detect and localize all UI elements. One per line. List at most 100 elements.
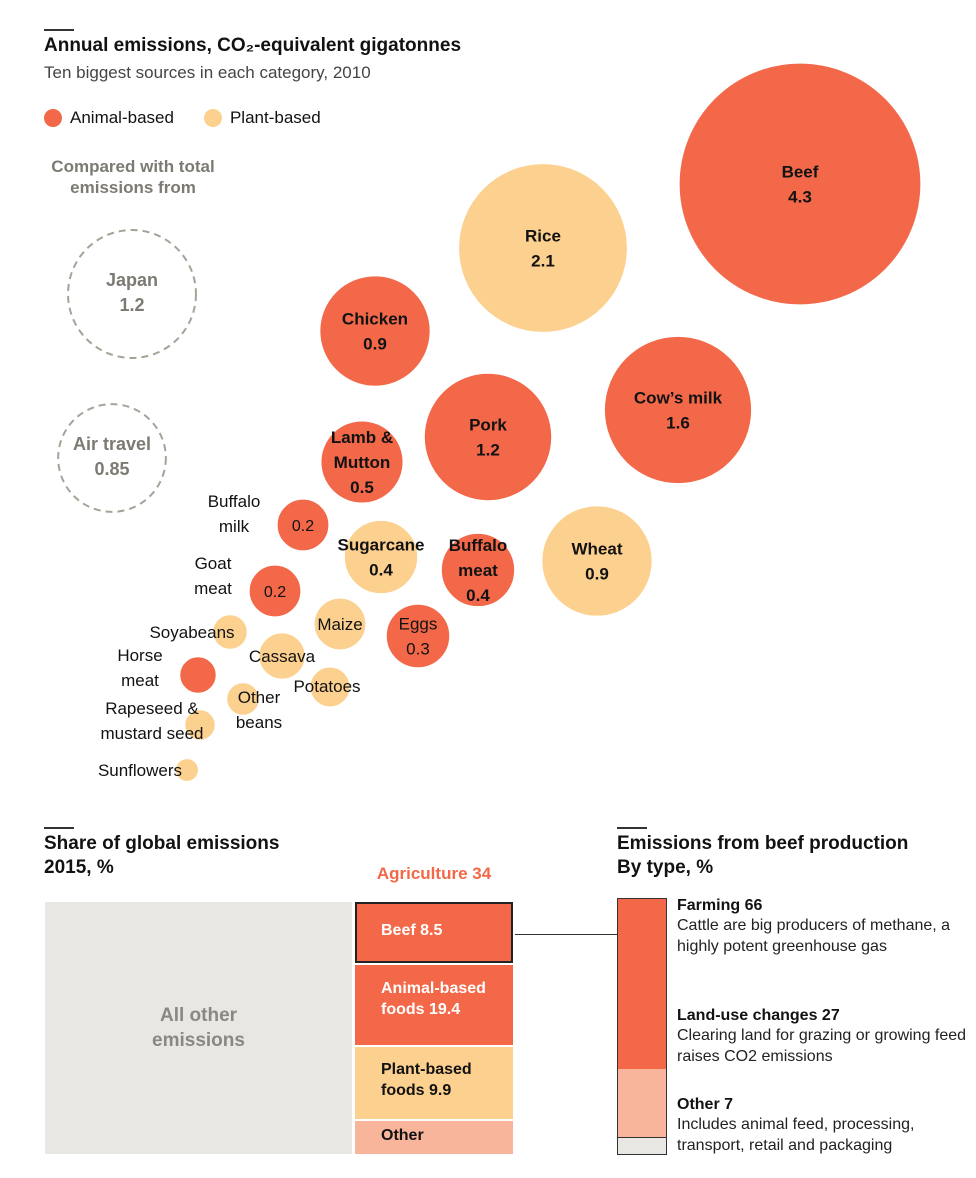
bubble-label-buffalo-milk: milk: [219, 517, 250, 536]
bubble-label-lamb-mutton: Lamb &: [331, 428, 393, 447]
agriculture-label: Agriculture 34: [376, 864, 492, 883]
bubble-cow-s-milk: [603, 335, 753, 485]
bubble-label-goat-meat: Goat: [195, 554, 232, 573]
comparison-title: Compared with total emissions from: [51, 157, 215, 197]
beef-rule: [617, 827, 647, 829]
bar-other: [618, 1069, 666, 1138]
bubble-value-buffalo-milk: 0.2: [292, 518, 314, 535]
bubble-label-horse-meat: meat: [121, 671, 159, 690]
other-beef-text: Includes animal feed, processing, transp…: [677, 1116, 915, 1154]
bubble-label-rice: Rice: [525, 227, 561, 246]
bubble-value-lamb-mutton: 0.5: [350, 478, 374, 497]
bubble-goat-meat: [248, 564, 302, 618]
bubble-label-other-beans: beans: [236, 713, 282, 732]
bubble-label-beef: Beef: [782, 163, 819, 182]
bubble-label-rapeseed-mustard-seed: mustard seed: [101, 724, 204, 743]
comparison-value-japan: 1.2: [119, 295, 144, 315]
share-rule: [44, 827, 74, 829]
bubble-value-beef: 4.3: [788, 188, 812, 207]
bubble-cassava: [257, 631, 307, 681]
animal-foods-label: Animal-based foods 19.4: [381, 980, 486, 1018]
bubble-value-goat-meat: 0.2: [264, 584, 286, 601]
bubble-wheat: [540, 504, 654, 618]
bar-farming: [618, 899, 666, 1069]
share-title: Share of global emissions: [44, 833, 280, 854]
bubble-label-eggs: Eggs: [399, 615, 438, 634]
beef-subtitle: By type, %: [617, 857, 714, 878]
bubble-buffalo-meat: [440, 532, 516, 608]
bubble-label-cassava: Cassava: [249, 647, 316, 666]
beef-title: Emissions from beef production: [617, 833, 909, 854]
header-rule: [44, 29, 74, 31]
bubble-label-lamb-mutton: Mutton: [334, 453, 391, 472]
bubble-label-soyabeans: Soyabeans: [149, 623, 234, 642]
share-subtitle: 2015, %: [44, 857, 114, 878]
comparison-label-air-travel: Air travel: [73, 434, 151, 454]
bubble-label-other-beans: Other: [238, 688, 281, 707]
legend-animal-label: Animal-based: [70, 108, 174, 127]
connector-line: [515, 934, 617, 935]
bubble-lamb-mutton: [319, 419, 405, 505]
bubble-beef: [678, 62, 922, 306]
plant-foods-block: Plant-based foods 9.9: [355, 1047, 513, 1119]
other-agri-block: Other: [355, 1121, 513, 1154]
chart-subtitle: Ten biggest sources in each category, 20…: [44, 63, 371, 82]
bubble-label-rapeseed-mustard-seed: Rapeseed &: [105, 699, 199, 718]
bubble-label-buffalo-milk: Buffalo: [208, 492, 261, 511]
comparison-circle-japan: [67, 229, 197, 359]
bubble-maize: [313, 597, 367, 651]
bubble-label-buffalo-meat: Buffalo: [449, 536, 508, 555]
bubble-soyabeans: [211, 613, 249, 651]
bubble-value-pork: 1.2: [476, 441, 500, 460]
bubble-value-sugarcane: 0.4: [369, 561, 393, 580]
bubble-value-buffalo-meat: 0.4: [466, 586, 490, 605]
bubble-eggs: [385, 603, 451, 669]
bubble-label-goat-meat: meat: [194, 579, 232, 598]
comparison-label-japan: Japan: [106, 270, 158, 290]
bubble-label-chicken: Chicken: [342, 310, 408, 329]
bubble-label-sugarcane: Sugarcane: [338, 536, 425, 555]
bubble-label-wheat: Wheat: [572, 540, 623, 559]
bubble-potatoes: [309, 666, 351, 708]
bubble-label-cow-s-milk: Cow’s milk: [634, 389, 723, 408]
land-use-text: Clearing land for grazing or growing fee…: [677, 1027, 967, 1065]
legend-plant-label: Plant-based: [229, 108, 321, 127]
bubble-rice: [457, 162, 629, 334]
farming-title: Farming 66: [677, 897, 763, 914]
bubble-buffalo-milk: [276, 498, 330, 552]
other-agri-label: Other: [381, 1127, 424, 1144]
plant-foods-label: Plant-based foods 9.9: [381, 1061, 472, 1099]
chart-title: Annual emissions, CO₂-equivalent gigaton…: [44, 35, 462, 56]
bubble-value-wheat: 0.9: [585, 565, 609, 584]
bubble-sunflowers: [174, 757, 200, 783]
legend-plant-swatch: [203, 109, 222, 127]
beef-stacked-bar: [617, 898, 667, 1155]
comparison-circle-air-travel: [57, 403, 167, 513]
farming-text: Cattle are big producers of methane, a h…: [677, 917, 951, 955]
other-beef-title: Other 7: [677, 1096, 734, 1113]
comparison-value-air-travel: 0.85: [94, 459, 129, 479]
bubble-pork: [423, 372, 553, 502]
bubble-other-beans: [225, 681, 261, 717]
bubble-label-pork: Pork: [469, 416, 507, 435]
bubble-rapeseed-mustard-seed: [183, 708, 217, 742]
legend-animal-swatch: [44, 109, 62, 127]
all-other-emissions-block: All other emissions: [45, 902, 352, 1154]
legend: Animal-based Plant-based: [44, 108, 321, 128]
bubble-horse-meat: [178, 655, 218, 695]
land-use-title: Land-use changes 27: [677, 1007, 840, 1024]
bubble-label-maize: Maize: [317, 615, 362, 634]
bubble-label-sunflowers: Sunflowers: [98, 761, 182, 780]
bubble-label-horse-meat: Horse: [117, 646, 162, 665]
animal-foods-block: Animal-based foods 19.4: [355, 965, 513, 1045]
bubble-chicken: [318, 274, 432, 388]
bubble-chart: Japan 1.2 Air travel 0.85 Beef 4.3 Cow’s milk 1…: [57, 62, 922, 783]
beef-block: Beef 8.5: [355, 902, 513, 963]
bubble-label-buffalo-meat: meat: [458, 561, 498, 580]
bubble-label-potatoes: Potatoes: [293, 677, 360, 696]
bubble-value-eggs: 0.3: [406, 640, 430, 659]
beef-block-label: Beef 8.5: [381, 922, 443, 939]
bubble-value-rice: 2.1: [531, 252, 555, 271]
bubble-value-cow-s-milk: 1.6: [666, 414, 690, 433]
bubble-sugarcane: [343, 519, 419, 595]
